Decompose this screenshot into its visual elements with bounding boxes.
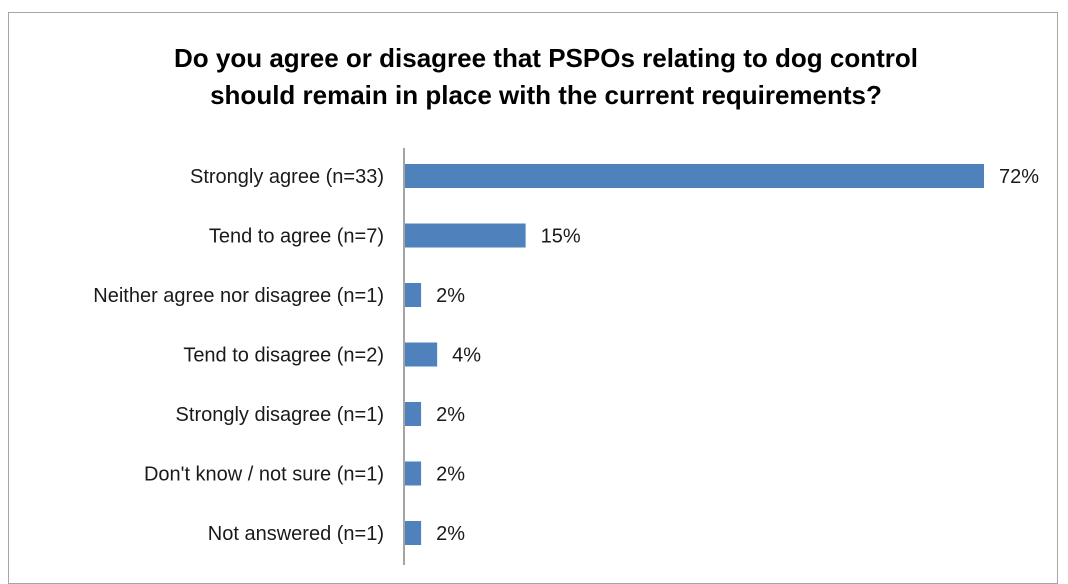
chart-title-line-2: should remain in place with the current … [210, 80, 882, 110]
bar-1 [405, 164, 984, 188]
bar-3 [405, 283, 422, 307]
category-label-5: Strongly disagree (n=1) [176, 404, 384, 426]
value-label-2: 15% [541, 226, 581, 248]
value-label-6: 2% [436, 464, 465, 486]
bar-7 [405, 521, 422, 545]
value-label-1: 72% [999, 166, 1039, 188]
value-label-4: 4% [452, 345, 481, 367]
category-label-4: Tend to disagree (n=2) [183, 345, 384, 367]
category-label-6: Don't know / not sure (n=1) [144, 464, 384, 486]
value-label-3: 2% [436, 285, 465, 307]
chart-frame [8, 12, 1058, 584]
chart-title-line-1: Do you agree or disagree that PSPOs rela… [173, 43, 918, 73]
bar-4 [405, 342, 438, 367]
category-label-1: Strongly agree (n=33) [190, 166, 384, 188]
value-label-7: 2% [436, 523, 465, 545]
bar-6 [405, 461, 422, 486]
value-label-5: 2% [436, 404, 465, 426]
category-label-7: Not answered (n=1) [208, 523, 384, 545]
category-label-2: Tend to agree (n=7) [209, 226, 384, 248]
category-label-3: Neither agree nor disagree (n=1) [93, 285, 384, 307]
chart-title: Do you agree or disagree that PSPOs rela… [0, 40, 1068, 114]
bar-2 [405, 223, 526, 248]
bar-5 [405, 402, 422, 426]
